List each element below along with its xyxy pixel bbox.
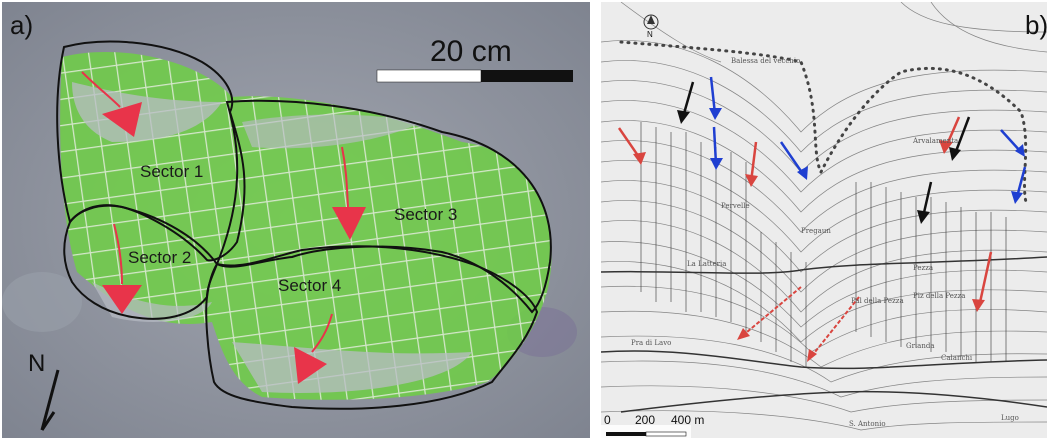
sector-4-outline [205,245,539,410]
roads [601,256,1047,413]
flow-arrow-3-head [332,207,366,240]
north-symbol-arrow [647,15,655,24]
rock-patch [2,272,82,332]
red-dashed-arrow-1 [740,286,802,338]
flow-arrow-4-shaft [311,313,333,353]
panel-a-illustration [2,2,590,438]
red-dashed-arrow-2 [810,296,860,358]
sector-1-outline [56,40,246,262]
flow-arrow-4-head [294,347,327,384]
panel-a-label: a) [10,10,34,40]
sector-1-label: Sector 1 [140,162,204,181]
panel-a-photo: a) 20 cm N Sector 1 Sector 2 Sector 3 Se… [2,2,590,438]
blue-arrowhead-2 [710,158,723,170]
black-arrowhead-3 [917,210,930,224]
blue-arrowhead-5 [1011,191,1023,204]
map-place-label: Piz della Pezza [913,292,966,300]
map-scale-bar-black [606,432,646,436]
map-place-label: Pra di Lavo [631,339,672,347]
contour-lines [601,2,1047,431]
red-arrowhead-6 [807,349,817,362]
scale-bar-black [481,70,573,82]
flow-arrow-1-shaft [81,71,121,108]
blue-arrow-2 [712,126,718,165]
black-arrow-1 [681,81,695,118]
sector-2-label: Sector 2 [128,248,192,267]
blue-arrow-1 [709,76,717,115]
north-label: N [28,350,46,377]
eroded-area-2 [242,114,422,149]
map-place-label: Pregaun [801,227,831,235]
blue-arrow-4 [1000,129,1022,153]
red-arrow-4 [977,251,993,308]
red-arrowhead-1 [633,152,646,165]
blue-arrowhead-3 [797,166,808,180]
scale-bar-white [376,69,482,83]
map-place-label: Arvalamenta [913,137,959,145]
panel-b-map: b) N 0 200 400 m Balessa del vecchio Arv… [601,2,1047,438]
map-scale-tick-0: 0 [604,413,611,427]
topographic-map [601,2,1047,438]
flow-arrow-1-head [102,102,142,137]
red-arrowhead-5 [737,328,750,340]
map-place-label: Grianda [906,342,935,350]
map-scale-tick-200: 200 [635,413,656,427]
blue-arrowhead-1 [709,108,722,120]
map-place-label: Pezza [913,264,934,272]
blue-arrowhead-4 [1015,144,1025,157]
north-arrow-head [40,411,56,431]
red-arrowhead-3 [939,140,953,154]
map-place-label: Pervelle [721,202,750,210]
map-place-label: Pal della Pezza [851,297,904,305]
flow-arrow-2-shaft [113,223,123,285]
north-arrow-shaft [40,369,60,431]
vertical-strips [640,122,1007,367]
black-arrowhead-1 [677,110,690,124]
blue-arrow-5 [1015,166,1027,198]
scale-bar-label: 20 cm [430,35,512,68]
black-arrowhead-2 [949,147,961,161]
red-arrowhead-2 [745,174,758,187]
sector-3-label: Sector 3 [394,205,458,224]
map-north-label: N [647,30,653,39]
map-scale-tick-400: 400 m [671,413,705,427]
black-arrow-2 [953,116,971,155]
panel-b-label: b) [1025,10,1047,40]
flow-arrow-2-head [102,285,142,314]
map-place-label: Calanchi [941,354,973,362]
map-scale-bar-white [645,431,687,437]
blue-arrow-3 [779,141,805,175]
map-place-label: Lugo [1001,414,1019,422]
map-paper [601,2,1047,438]
map-place-label: S. Antonio [849,420,886,428]
map-place-label: Balessa del vecchio [731,57,801,65]
map-place-label: La Latteria [687,260,727,268]
ridge-lines [619,40,1028,204]
flow-arrow-3-shaft [341,146,349,208]
eroded-area-4 [232,342,472,393]
sector-4-label: Sector 4 [278,276,342,295]
red-arrowhead-4 [972,299,985,312]
